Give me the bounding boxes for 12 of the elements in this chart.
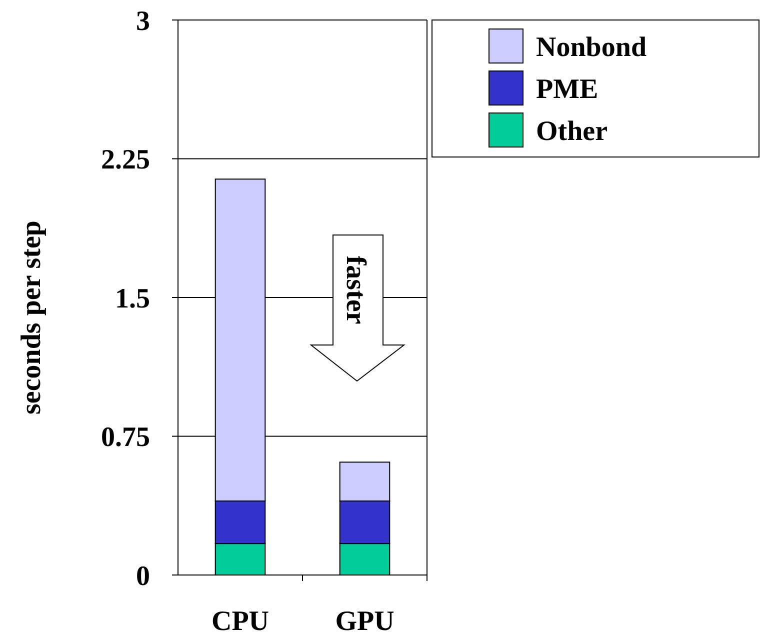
y-tick-label: 3	[136, 6, 150, 37]
y-tick-label: 2.25	[101, 144, 150, 176]
legend-label: Other	[536, 116, 608, 147]
annotation: faster	[340, 256, 372, 324]
x-tick-label: GPU	[335, 606, 394, 637]
y-tick-label: 0	[136, 560, 150, 592]
x-tick-label: CPU	[211, 606, 270, 637]
legend-label: PME	[536, 74, 598, 105]
y-tick-label: 1.5	[115, 283, 150, 314]
y-axis-title: seconds per step	[16, 220, 47, 414]
legend-label: Nonbond	[536, 32, 647, 63]
y-tick-label: 0.75	[101, 422, 150, 454]
